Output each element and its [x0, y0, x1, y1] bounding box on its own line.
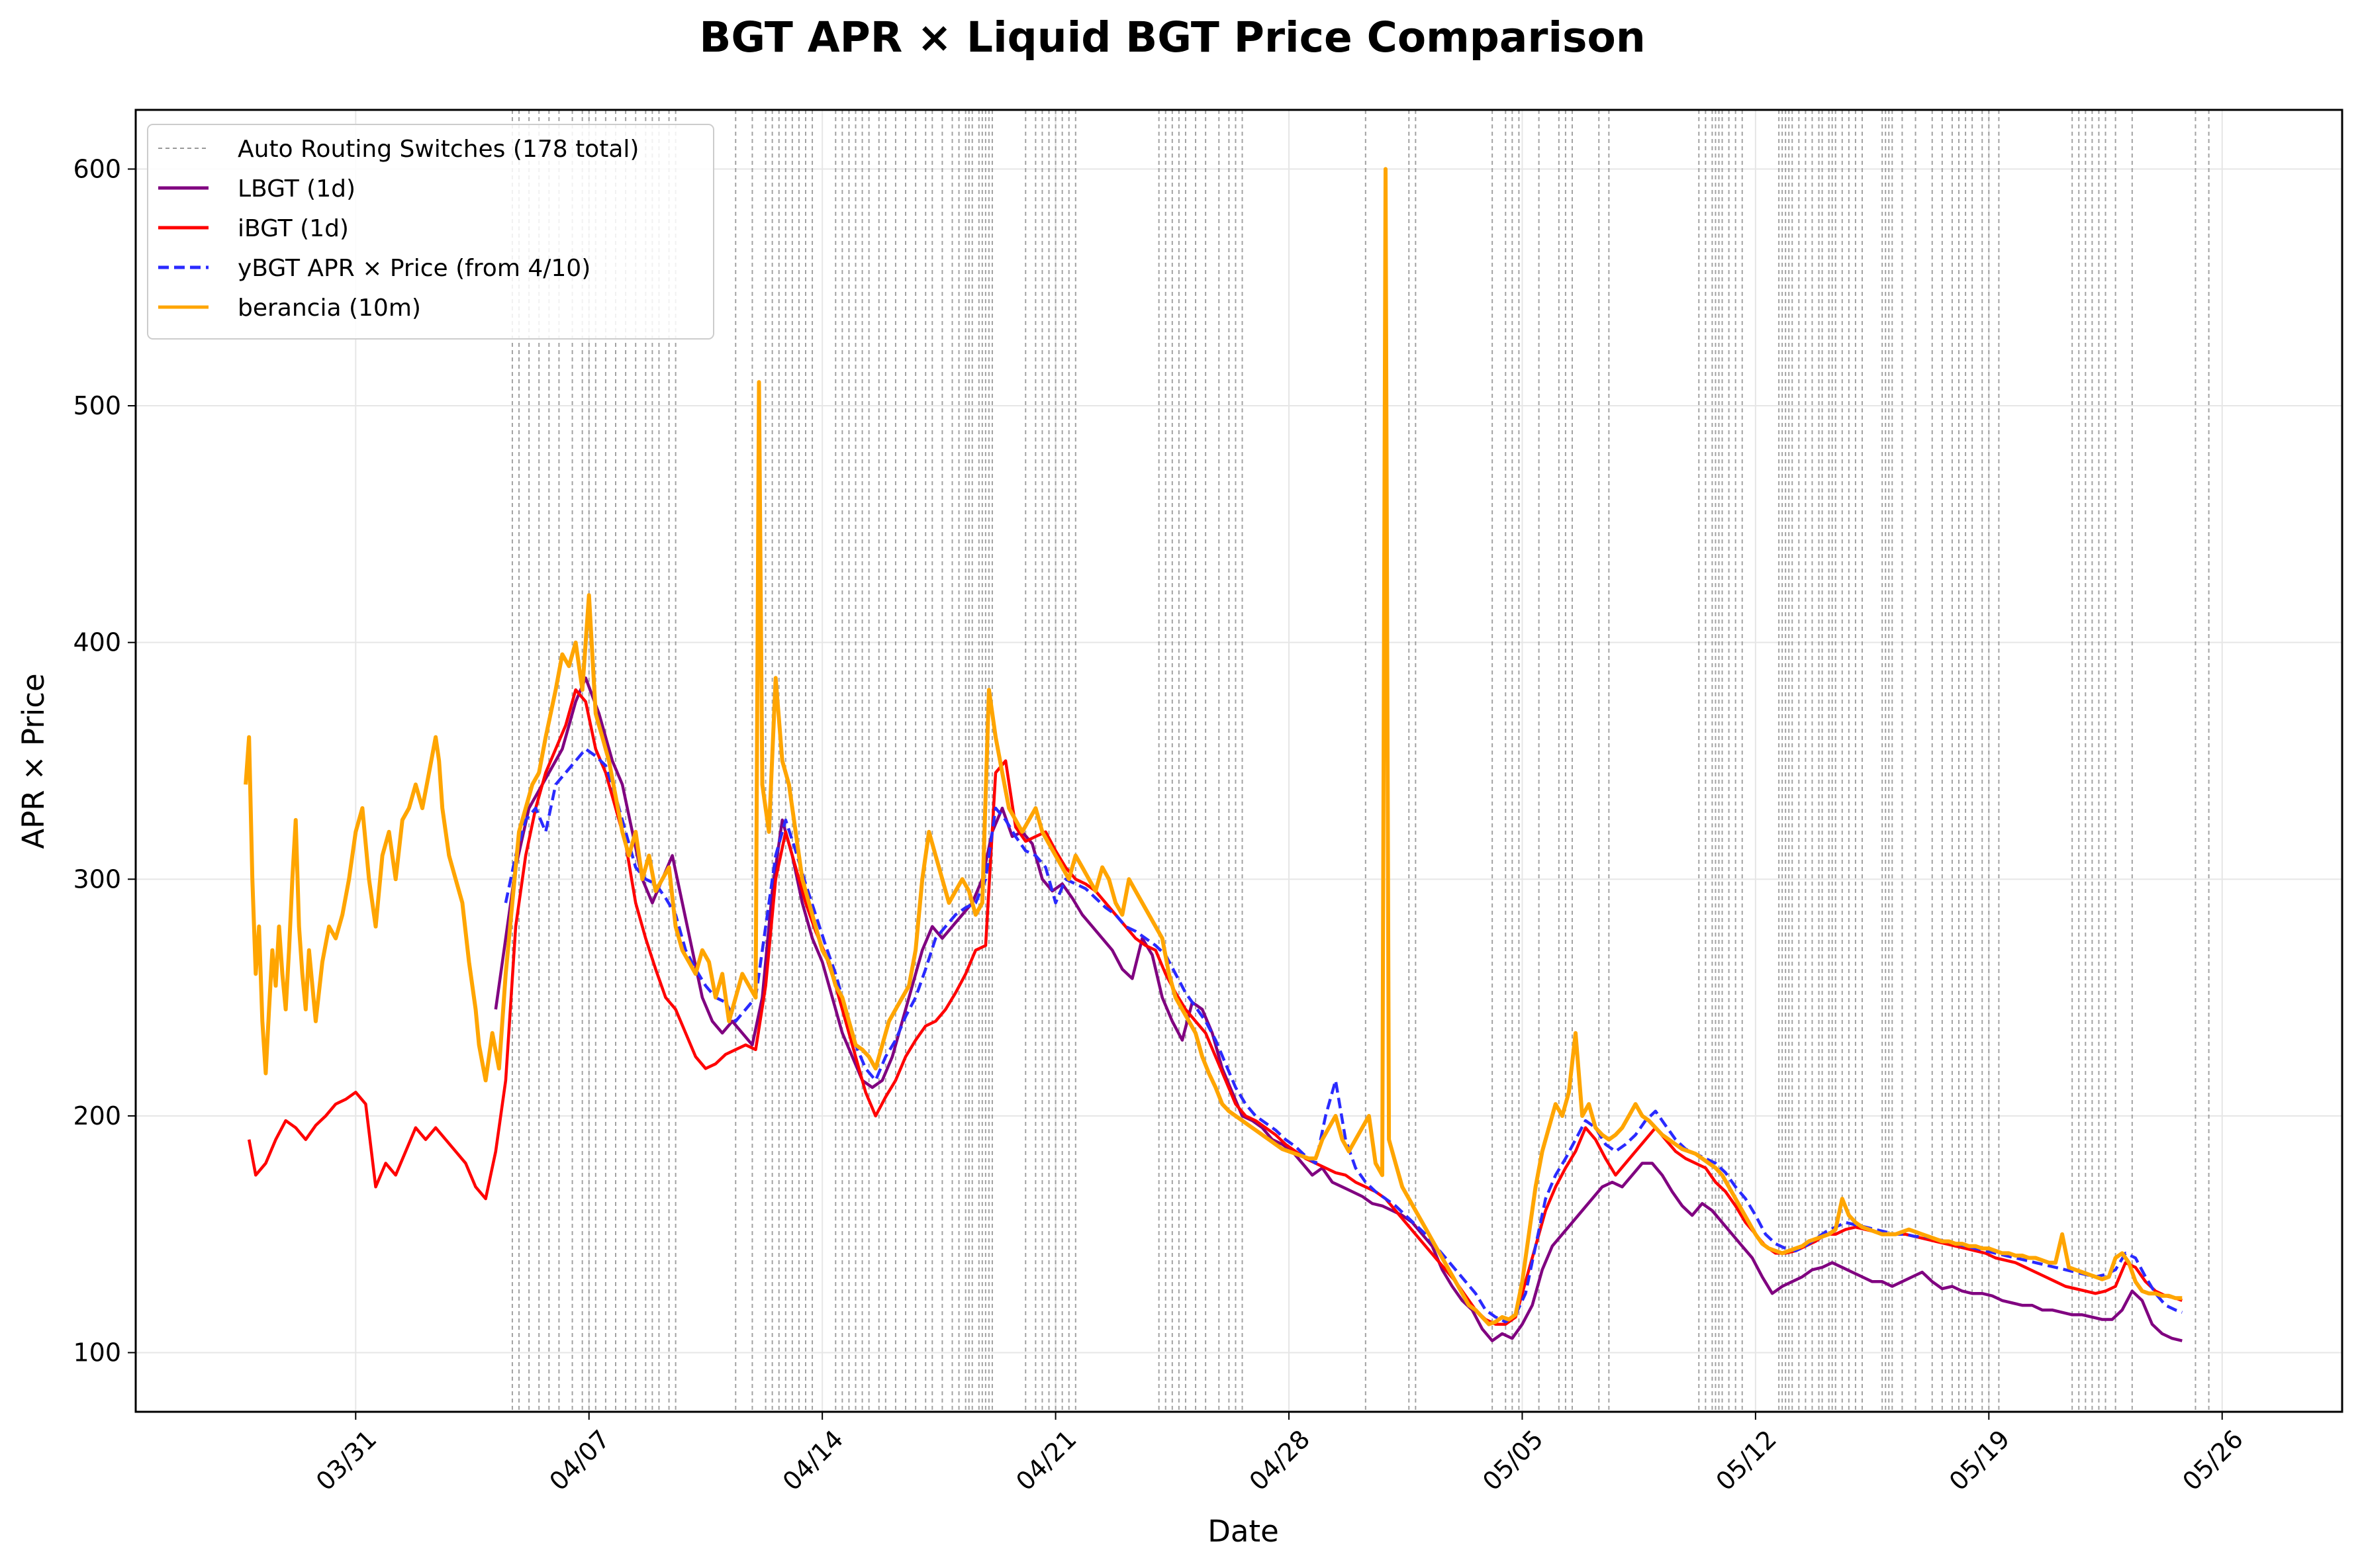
legend-box [147, 124, 714, 340]
series-line-ybgt [504, 747, 2183, 1324]
legend-label: LBGT (1d) [238, 175, 355, 203]
series-line-berancia [244, 167, 2183, 1326]
plot-frame [134, 109, 2343, 1413]
y-tick-label: 600 [73, 154, 121, 183]
y-tick-label: 100 [73, 1338, 121, 1367]
y-tick-label: 200 [73, 1101, 121, 1130]
y-tick-label: 400 [73, 628, 121, 657]
y-tick-label: 300 [73, 864, 121, 894]
legend-label: iBGT (1d) [238, 215, 349, 242]
chart-title: BGT APR × Liquid BGT Price Comparison [699, 13, 1645, 62]
series-line-lbgt [494, 676, 2183, 1342]
legend-label: berancia (10m) [238, 295, 421, 322]
y-axis-label: APR × Price [16, 673, 51, 849]
legend-label: yBGT APR × Price (from 4/10) [238, 255, 590, 282]
legend-label: Auto Routing Switches (178 total) [238, 136, 639, 163]
x-axis-label: Date [1207, 1514, 1279, 1549]
y-tick-label: 500 [73, 391, 121, 420]
